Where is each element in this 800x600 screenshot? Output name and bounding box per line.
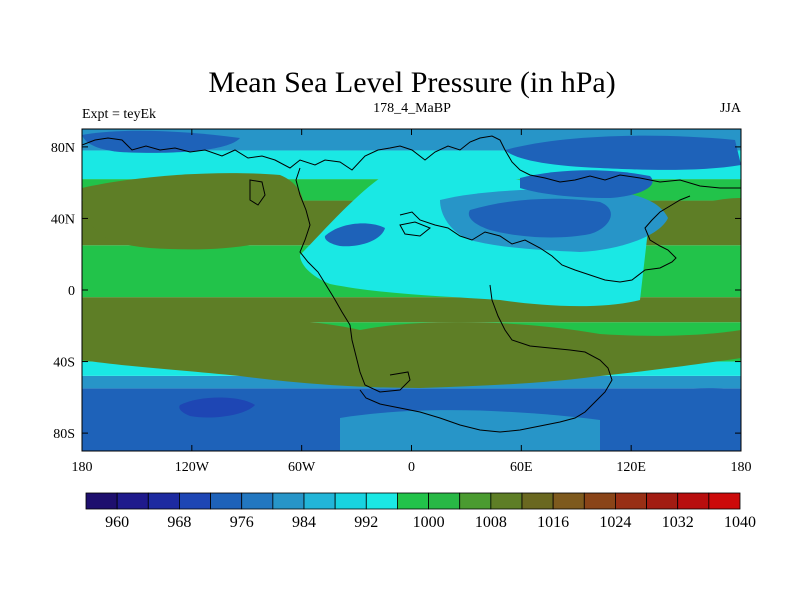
y-tick-label: 80S — [53, 427, 75, 442]
colorbar-label: 1024 — [599, 514, 631, 531]
colorbar-label: 968 — [167, 514, 191, 531]
asian-deep-low — [468, 198, 611, 238]
colorbar-label: 1040 — [724, 514, 756, 531]
south-high-belt — [82, 316, 741, 388]
colorbar-swatch — [490, 492, 523, 510]
colorbar-swatch — [210, 492, 243, 510]
y-tick-label: 40S — [53, 356, 75, 371]
continent-outlines — [82, 135, 741, 433]
x-tick-label: 120W — [175, 460, 210, 475]
x-tick-label: 60W — [288, 460, 316, 475]
coastline-pangaea — [82, 135, 741, 189]
y-axis: 80N 40N 0 40S 80S — [51, 141, 741, 442]
colorbar-swatch — [646, 492, 679, 510]
colorbar-swatch — [241, 492, 274, 510]
x-tick-label: 60E — [510, 460, 533, 475]
pacific-high-west — [82, 173, 304, 250]
colorbar: 960 968 976 984 992 1000 1008 1016 1024 1032 1040 — [85, 492, 756, 531]
y-tick-label: 40N — [51, 212, 75, 227]
colorbar-label: 1000 — [413, 514, 445, 531]
x-axis: 180 120W 60W 0 60E 120E 180 — [72, 129, 752, 475]
antarctic-low-center — [340, 410, 600, 451]
coastline-south-pangaea — [359, 284, 613, 433]
colorbar-swatch — [615, 492, 647, 510]
colorbar-label: 984 — [292, 514, 316, 531]
pressure-field — [82, 129, 741, 451]
x-tick-label: 0 — [408, 460, 415, 475]
left-label: Expt = teyEk — [82, 107, 156, 122]
colorbar-label: 976 — [230, 514, 254, 531]
colorbar-swatch — [365, 492, 398, 510]
colorbar-label: 1008 — [475, 514, 507, 531]
y-tick-label: 80N — [51, 141, 75, 156]
colorbar-label: 1016 — [537, 514, 569, 531]
colorbar-swatch — [459, 492, 492, 510]
center-label: 178_4_MaBP — [373, 101, 451, 116]
colorbar-swatch — [303, 492, 336, 510]
colorbar-swatch — [272, 492, 305, 510]
east-asian-low-2 — [520, 170, 653, 198]
x-tick-label: 120E — [616, 460, 646, 475]
y-tick-label: 0 — [68, 284, 75, 299]
arctic-low-east — [505, 135, 741, 170]
x-tick-label: 180 — [72, 460, 93, 475]
colorbar-swatch — [677, 492, 710, 510]
arctic-low-west — [82, 130, 240, 153]
colorbar-swatch — [552, 492, 585, 510]
coastline-inland — [249, 179, 431, 237]
colorbar-swatch — [147, 492, 180, 510]
colorbar-swatch — [397, 492, 429, 510]
colorbar-swatch — [583, 492, 616, 510]
right-label: JJA — [720, 101, 742, 116]
colorbar-swatch — [85, 492, 118, 510]
mid-atlantic-low — [324, 223, 385, 247]
colorbar-label: 960 — [105, 514, 129, 531]
x-tick-label: 180 — [731, 460, 752, 475]
coastline-east-pangaea — [399, 195, 691, 283]
colorbar-label: 1032 — [662, 514, 694, 531]
antarctic-deep-low — [179, 397, 255, 418]
coastline-west-pangaea — [295, 167, 411, 393]
colorbar-swatch — [708, 492, 741, 510]
colorbar-swatch — [179, 492, 211, 510]
colorbar-swatch — [521, 492, 554, 510]
colorbar-swatch — [334, 492, 367, 510]
chart-title: Mean Sea Level Pressure (in hPa) — [208, 66, 615, 99]
colorbar-swatch — [428, 492, 461, 510]
colorbar-swatch — [116, 492, 149, 510]
antarctic-low-east — [618, 388, 741, 451]
pacific-high-east — [680, 198, 741, 242]
colorbar-label: 992 — [354, 514, 378, 531]
